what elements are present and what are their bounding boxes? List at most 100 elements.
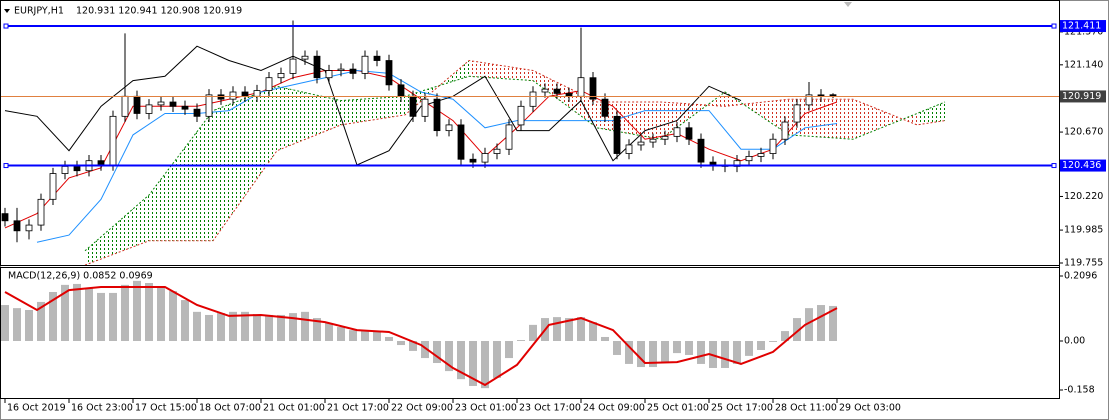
y-tick-label: 0.2096 (1064, 271, 1097, 282)
candle-body (121, 95, 129, 117)
candle-body (697, 138, 705, 163)
histogram-bar (757, 341, 765, 350)
histogram-bar (313, 318, 321, 342)
candle-body (229, 91, 237, 100)
candle-body (781, 121, 789, 140)
x-tick-label: 25 Oct 17:00 (711, 403, 773, 414)
level-handle (1051, 163, 1057, 169)
cloud-span-b (84, 59, 946, 265)
price-label: 120.919 (1062, 91, 1101, 102)
candle-body (205, 94, 213, 117)
histogram-bar (193, 311, 201, 342)
histogram-bar (85, 287, 93, 342)
level-handle (3, 23, 9, 29)
ohlc-readout: 120.931 120.941 120.908 120.919 (76, 6, 242, 17)
candle-body (133, 95, 141, 114)
histogram-bar (553, 317, 561, 342)
cloud-segment (533, 70, 597, 128)
signal-line (4, 286, 838, 387)
candle-body (793, 104, 801, 123)
histogram-bar (457, 341, 465, 380)
cloud-segment (789, 99, 853, 140)
y-tick-label: 119.755 (1064, 257, 1103, 268)
menu-arrow[interactable] (4, 9, 10, 13)
cloud-segment (725, 92, 789, 135)
histogram-bar (613, 341, 621, 355)
histogram-bar (1, 305, 9, 342)
candle-body (541, 88, 549, 93)
histogram-bar (589, 322, 597, 342)
histogram-bar (181, 300, 189, 342)
candle-body (409, 95, 417, 117)
candle-body (301, 55, 309, 60)
candle-body (661, 135, 669, 140)
candle-body (97, 160, 105, 166)
y-tick-label: 120.670 (1064, 127, 1103, 138)
histogram-bar (685, 341, 693, 355)
histogram-bar (361, 330, 369, 342)
candle-body (505, 124, 513, 150)
x-tick-label: 16 Oct 2019 (7, 403, 66, 414)
histogram-bar (121, 284, 129, 342)
candle-body (361, 55, 369, 74)
histogram-bar (781, 331, 789, 342)
plot-layer: 121.370121.140120.670120.220119.985119.7… (1, 20, 1106, 414)
candle-body (481, 153, 489, 163)
cloud-segment (853, 99, 917, 140)
candle-body (565, 93, 573, 97)
histogram-bar (469, 341, 477, 386)
histogram-bar (169, 291, 177, 342)
candle-body (553, 88, 561, 94)
histogram-bar (445, 341, 453, 372)
histogram-bar (649, 341, 657, 368)
histogram-bar (577, 317, 585, 342)
histogram-bar (421, 341, 429, 359)
candle-body (577, 77, 585, 97)
histogram-bar (265, 314, 273, 342)
cloud-span-a (84, 75, 946, 252)
histogram-bar (793, 318, 801, 342)
cloud-segment (341, 96, 405, 125)
candle-body (145, 104, 153, 114)
histogram-bar (301, 311, 309, 342)
candle-body (349, 68, 357, 74)
histogram-bar (373, 331, 381, 342)
candle-body (517, 105, 525, 126)
histogram-bar (217, 313, 225, 342)
cloud-segment (917, 102, 945, 125)
candle-body (673, 127, 681, 137)
candle-body (469, 158, 477, 163)
candle-body (745, 155, 753, 162)
histogram-bar (565, 318, 573, 342)
level-label-box (1060, 159, 1106, 172)
candle-body (61, 166, 69, 174)
histogram-bar (829, 305, 837, 342)
candle-body (589, 77, 597, 100)
macd-title: MACD(12,26,9) 0.0852 0.0969 (8, 271, 153, 282)
shift-marker[interactable] (844, 2, 852, 7)
histogram-bar (673, 341, 681, 354)
candle-body (37, 198, 45, 226)
level-handle (3, 163, 9, 169)
candle-body (25, 224, 33, 232)
histogram-bar (289, 313, 297, 342)
candle-body (385, 60, 393, 86)
candle-body (109, 115, 117, 166)
histogram-bar (49, 292, 57, 342)
histogram-bar (253, 314, 261, 342)
candle-body (193, 108, 201, 117)
x-tick-label: 18 Oct 07:00 (199, 403, 261, 414)
histogram-bar (721, 341, 729, 368)
chart-title: EURJPY,H1 (14, 6, 64, 17)
histogram-bar (481, 341, 489, 389)
histogram-bar (817, 305, 825, 342)
cloud-segment (469, 60, 533, 81)
cloud-segment (149, 110, 213, 241)
cloud-segment (597, 102, 661, 140)
x-tick-label: 23 Oct 01:00 (455, 403, 517, 414)
candle-body (445, 124, 453, 132)
histogram-bar (241, 311, 249, 342)
histogram-bar (409, 341, 417, 351)
histogram-bar (109, 292, 117, 342)
